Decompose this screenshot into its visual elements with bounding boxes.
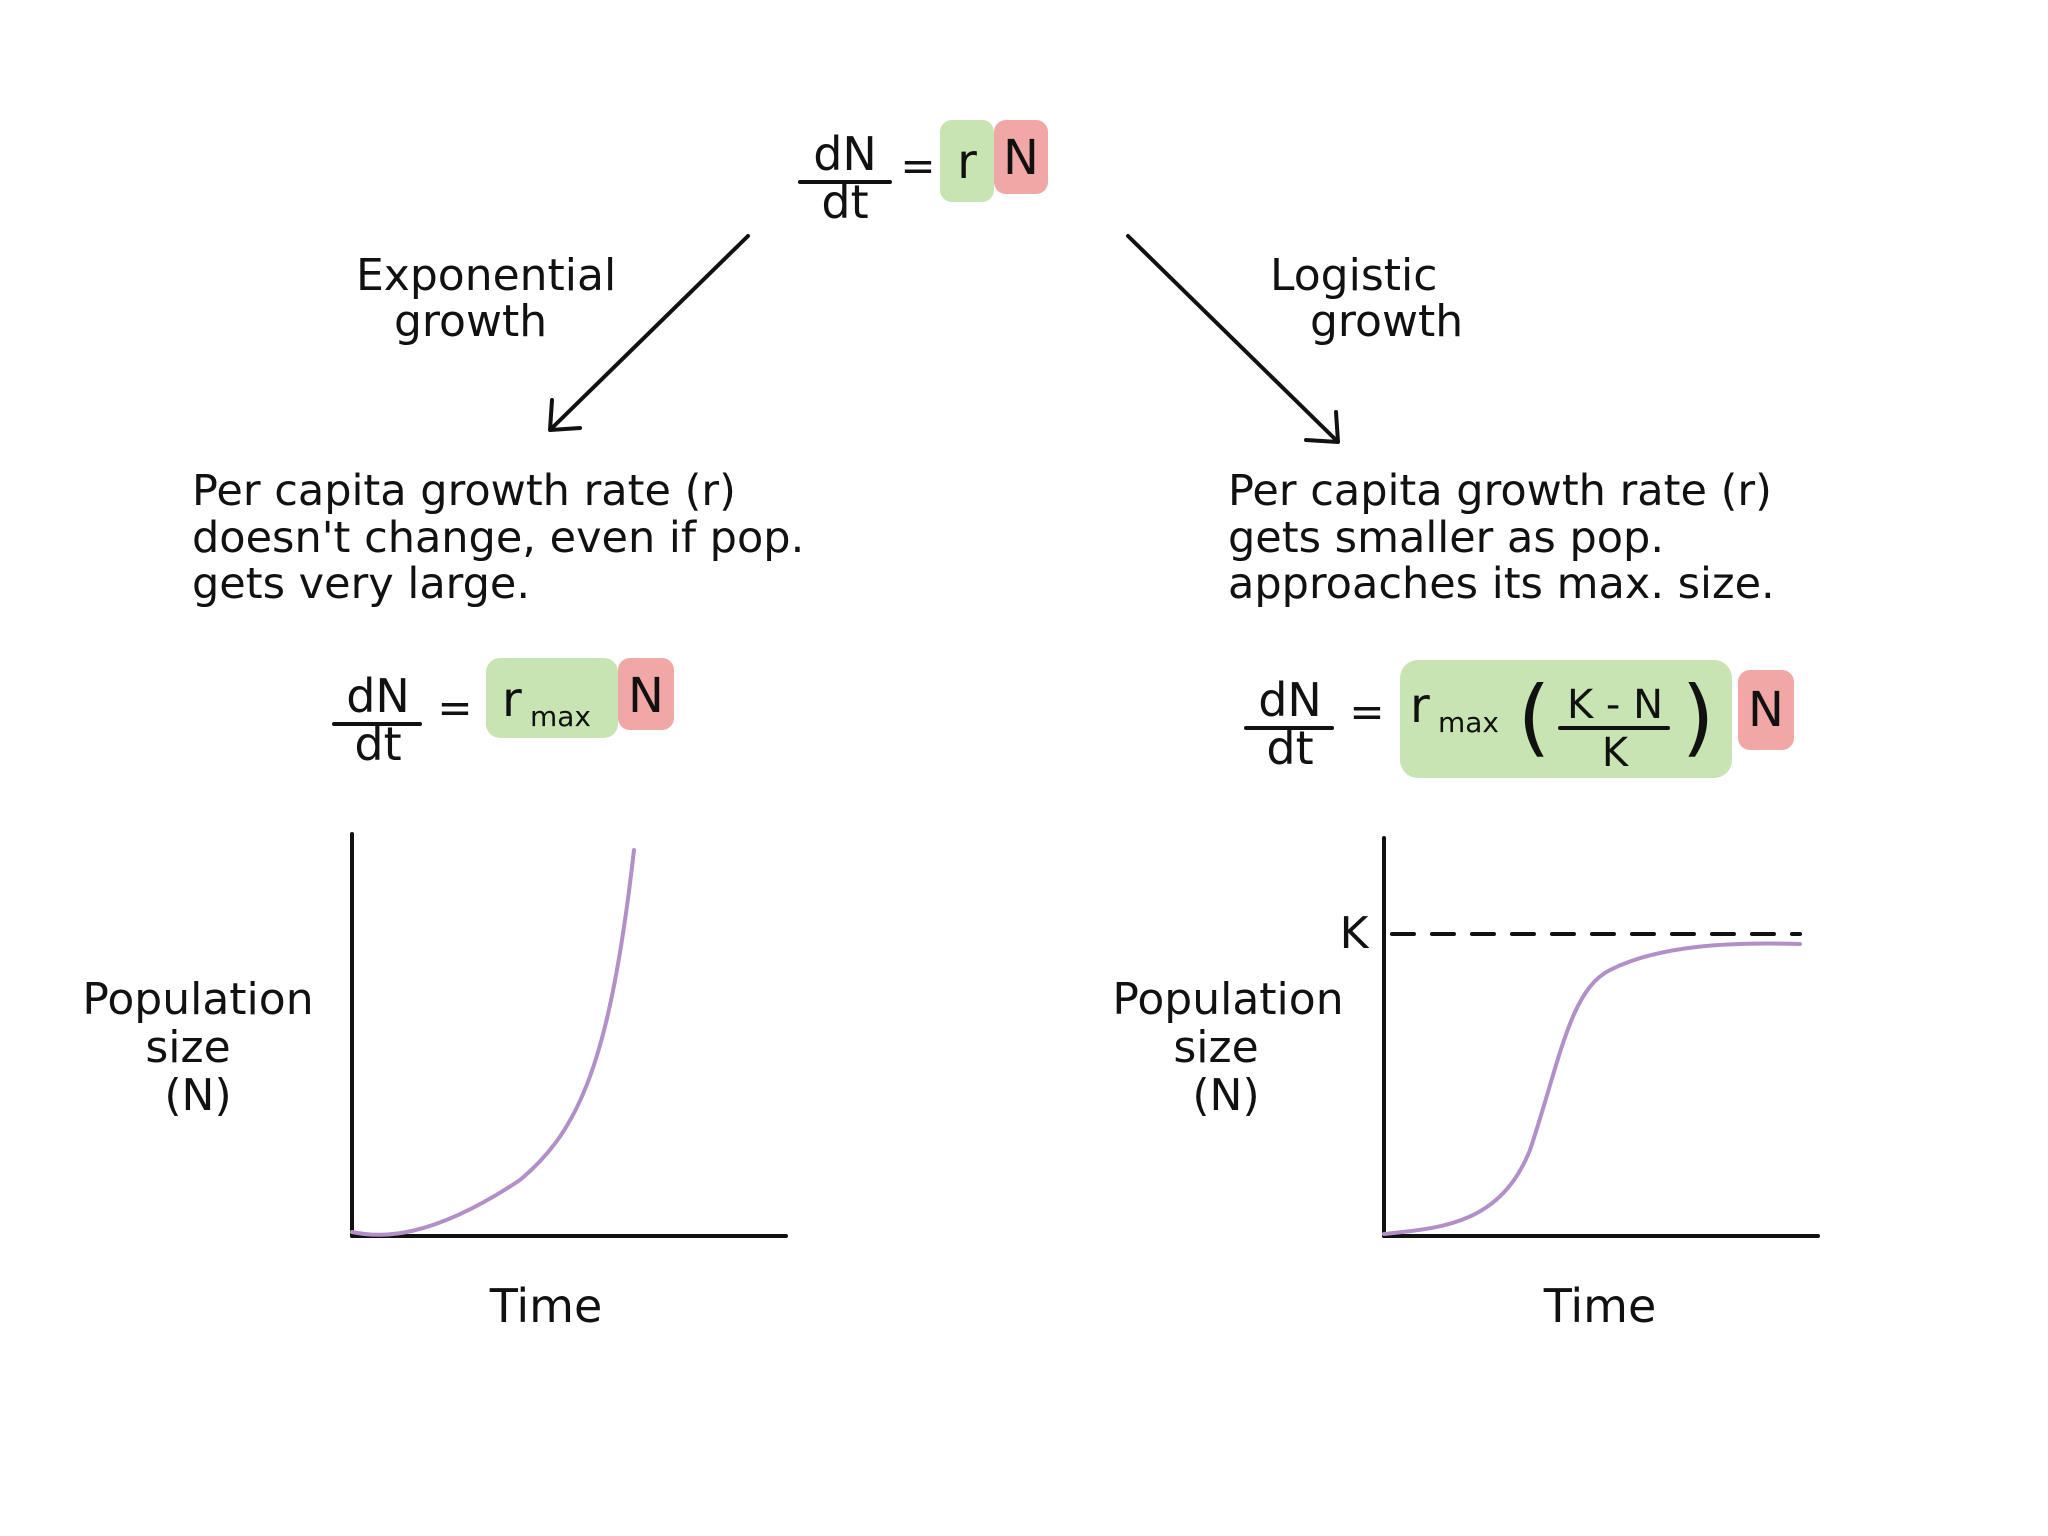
- exponential-rate-subscript: max: [530, 700, 591, 733]
- logistic-ylabel-line3: (N): [1192, 1070, 1259, 1121]
- logistic-ylabel-line2: size: [1173, 1022, 1258, 1073]
- exponential-description-line1: Per capita growth rate (r): [192, 466, 736, 516]
- exponential-growth-label: Exponential growth: [356, 250, 616, 347]
- exponential-equation-numerator: dN: [346, 669, 410, 723]
- exponential-equation: dN dt = r max N: [332, 658, 674, 771]
- logistic-open-paren: (: [1518, 668, 1551, 766]
- exponential-branch-arrow: [548, 234, 750, 432]
- logistic-population-symbol: N: [1748, 682, 1784, 738]
- logistic-growth-label: Logistic growth: [1270, 250, 1463, 347]
- exponential-description: Per capita growth rate (r) doesn't chang…: [192, 466, 804, 609]
- logistic-rate-subscript: max: [1438, 706, 1499, 739]
- exponential-rate-symbol: r: [502, 672, 522, 728]
- exponential-ylabel-line3: (N): [164, 1070, 231, 1121]
- logistic-ylabel-line1: Population: [1112, 974, 1343, 1025]
- logistic-description-line3: approaches its max. size.: [1228, 559, 1775, 609]
- logistic-equation-numerator: dN: [1258, 673, 1322, 727]
- exponential-curve: [350, 848, 636, 1237]
- top-population-box: [994, 120, 1048, 194]
- logistic-equation-equals: =: [1349, 687, 1384, 736]
- logistic-branch-arrow: [1126, 234, 1340, 444]
- logistic-rate-symbol: r: [1410, 678, 1430, 734]
- logistic-description-line2: gets smaller as pop.: [1228, 513, 1664, 563]
- top-equation-equals: =: [900, 141, 935, 190]
- carrying-capacity-label: K: [1340, 908, 1370, 959]
- logistic-rate-box: [1400, 660, 1732, 778]
- exponential-description-line2: doesn't change, even if pop.: [192, 513, 804, 563]
- logistic-close-paren: ): [1682, 668, 1715, 766]
- logistic-description-line1: Per capita growth rate (r): [1228, 466, 1772, 516]
- top-equation-numerator: dN: [813, 127, 877, 181]
- exponential-equation-denominator: dt: [354, 717, 401, 771]
- logistic-graph: K Population size (N) Time: [1112, 836, 1820, 1333]
- top-equation-denominator: dt: [821, 175, 868, 229]
- logistic-curve: [1382, 941, 1802, 1236]
- logistic-inner-numerator: K - N: [1567, 682, 1663, 728]
- exponential-label-line2: growth: [394, 296, 547, 347]
- exponential-ylabel-line2: size: [145, 1022, 230, 1073]
- exponential-rate-box: [486, 658, 618, 738]
- top-equation: dN dt = r N: [798, 120, 1048, 229]
- logistic-inner-denominator: K: [1602, 730, 1630, 776]
- exponential-population-symbol: N: [628, 668, 664, 724]
- logistic-label-line1: Logistic: [1270, 250, 1437, 301]
- exponential-equation-equals: =: [437, 683, 472, 732]
- top-rate-box: [940, 120, 994, 202]
- top-population-symbol: N: [1003, 130, 1039, 186]
- logistic-xlabel: Time: [1543, 1279, 1657, 1333]
- exponential-label-line1: Exponential: [356, 250, 616, 301]
- logistic-equation: dN dt = r max ( K - N K ) N: [1244, 660, 1794, 778]
- logistic-label-line2: growth: [1310, 296, 1463, 347]
- exponential-ylabel-line1: Population: [82, 974, 313, 1025]
- exponential-xlabel: Time: [489, 1279, 603, 1333]
- logistic-population-box: [1738, 670, 1794, 750]
- exponential-population-box: [618, 658, 674, 730]
- exponential-graph: Population size (N) Time: [82, 832, 788, 1333]
- logistic-equation-denominator: dt: [1266, 721, 1313, 775]
- top-rate-symbol: r: [957, 134, 977, 190]
- exponential-description-line3: gets very large.: [192, 559, 530, 609]
- logistic-description: Per capita growth rate (r) gets smaller …: [1228, 466, 1775, 609]
